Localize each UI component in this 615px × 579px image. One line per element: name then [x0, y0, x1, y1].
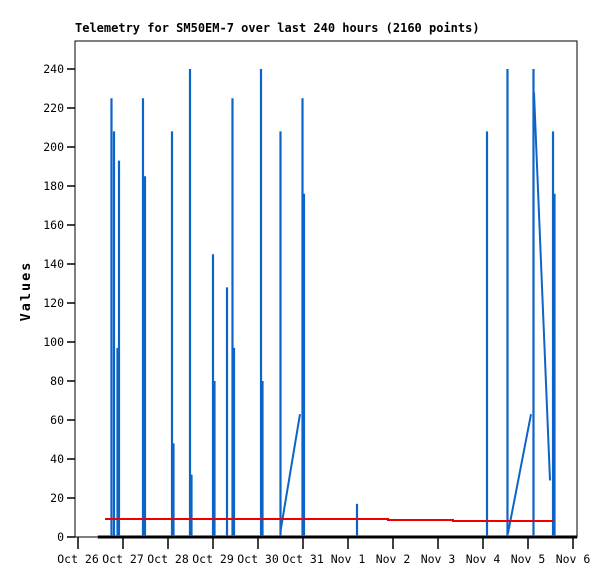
y-axis-label: Values: [18, 261, 34, 322]
x-tick-label: Nov 1: [331, 552, 366, 566]
y-tick-label: 120: [43, 296, 64, 310]
plot-frame: [74, 40, 578, 538]
y-tick-label: 220: [43, 101, 64, 115]
chart-title: Telemetry for SM50EM-7 over last 240 hou…: [75, 21, 480, 35]
x-tick-label: Nov 5: [511, 552, 546, 566]
y-tick-label: 240: [43, 62, 64, 76]
y-tick-label: 20: [50, 491, 64, 505]
y-tick-label: 160: [43, 218, 64, 232]
y-tick-label: 180: [43, 179, 64, 193]
x-tick-label: Oct 30: [237, 552, 279, 566]
x-tick-label: Nov 4: [466, 552, 501, 566]
y-tick-label: 40: [50, 452, 64, 466]
telemetry-ramp: [507, 413, 532, 534]
x-tick-label: Nov 3: [421, 552, 456, 566]
x-tick-label: Oct 27: [102, 552, 144, 566]
y-tick-label: 140: [43, 257, 64, 271]
y-tick-label: 60: [50, 413, 64, 427]
x-tick-label: Nov 2: [376, 552, 411, 566]
x-tick-label: Oct 31: [282, 552, 324, 566]
telemetry-ramp: [532, 92, 552, 481]
average-line: [105, 518, 554, 523]
y-tick-label: 0: [57, 530, 64, 544]
x-tick-label: Oct 29: [192, 552, 234, 566]
y-tick-label: 200: [43, 140, 64, 154]
x-tick-label: Nov 6: [556, 552, 591, 566]
y-tick-label: 80: [50, 374, 64, 388]
x-tick-label: Oct 26: [57, 552, 99, 566]
telemetry-ramp: [279, 413, 301, 532]
x-tick-label: Oct 28: [147, 552, 189, 566]
y-tick-label: 100: [43, 335, 64, 349]
